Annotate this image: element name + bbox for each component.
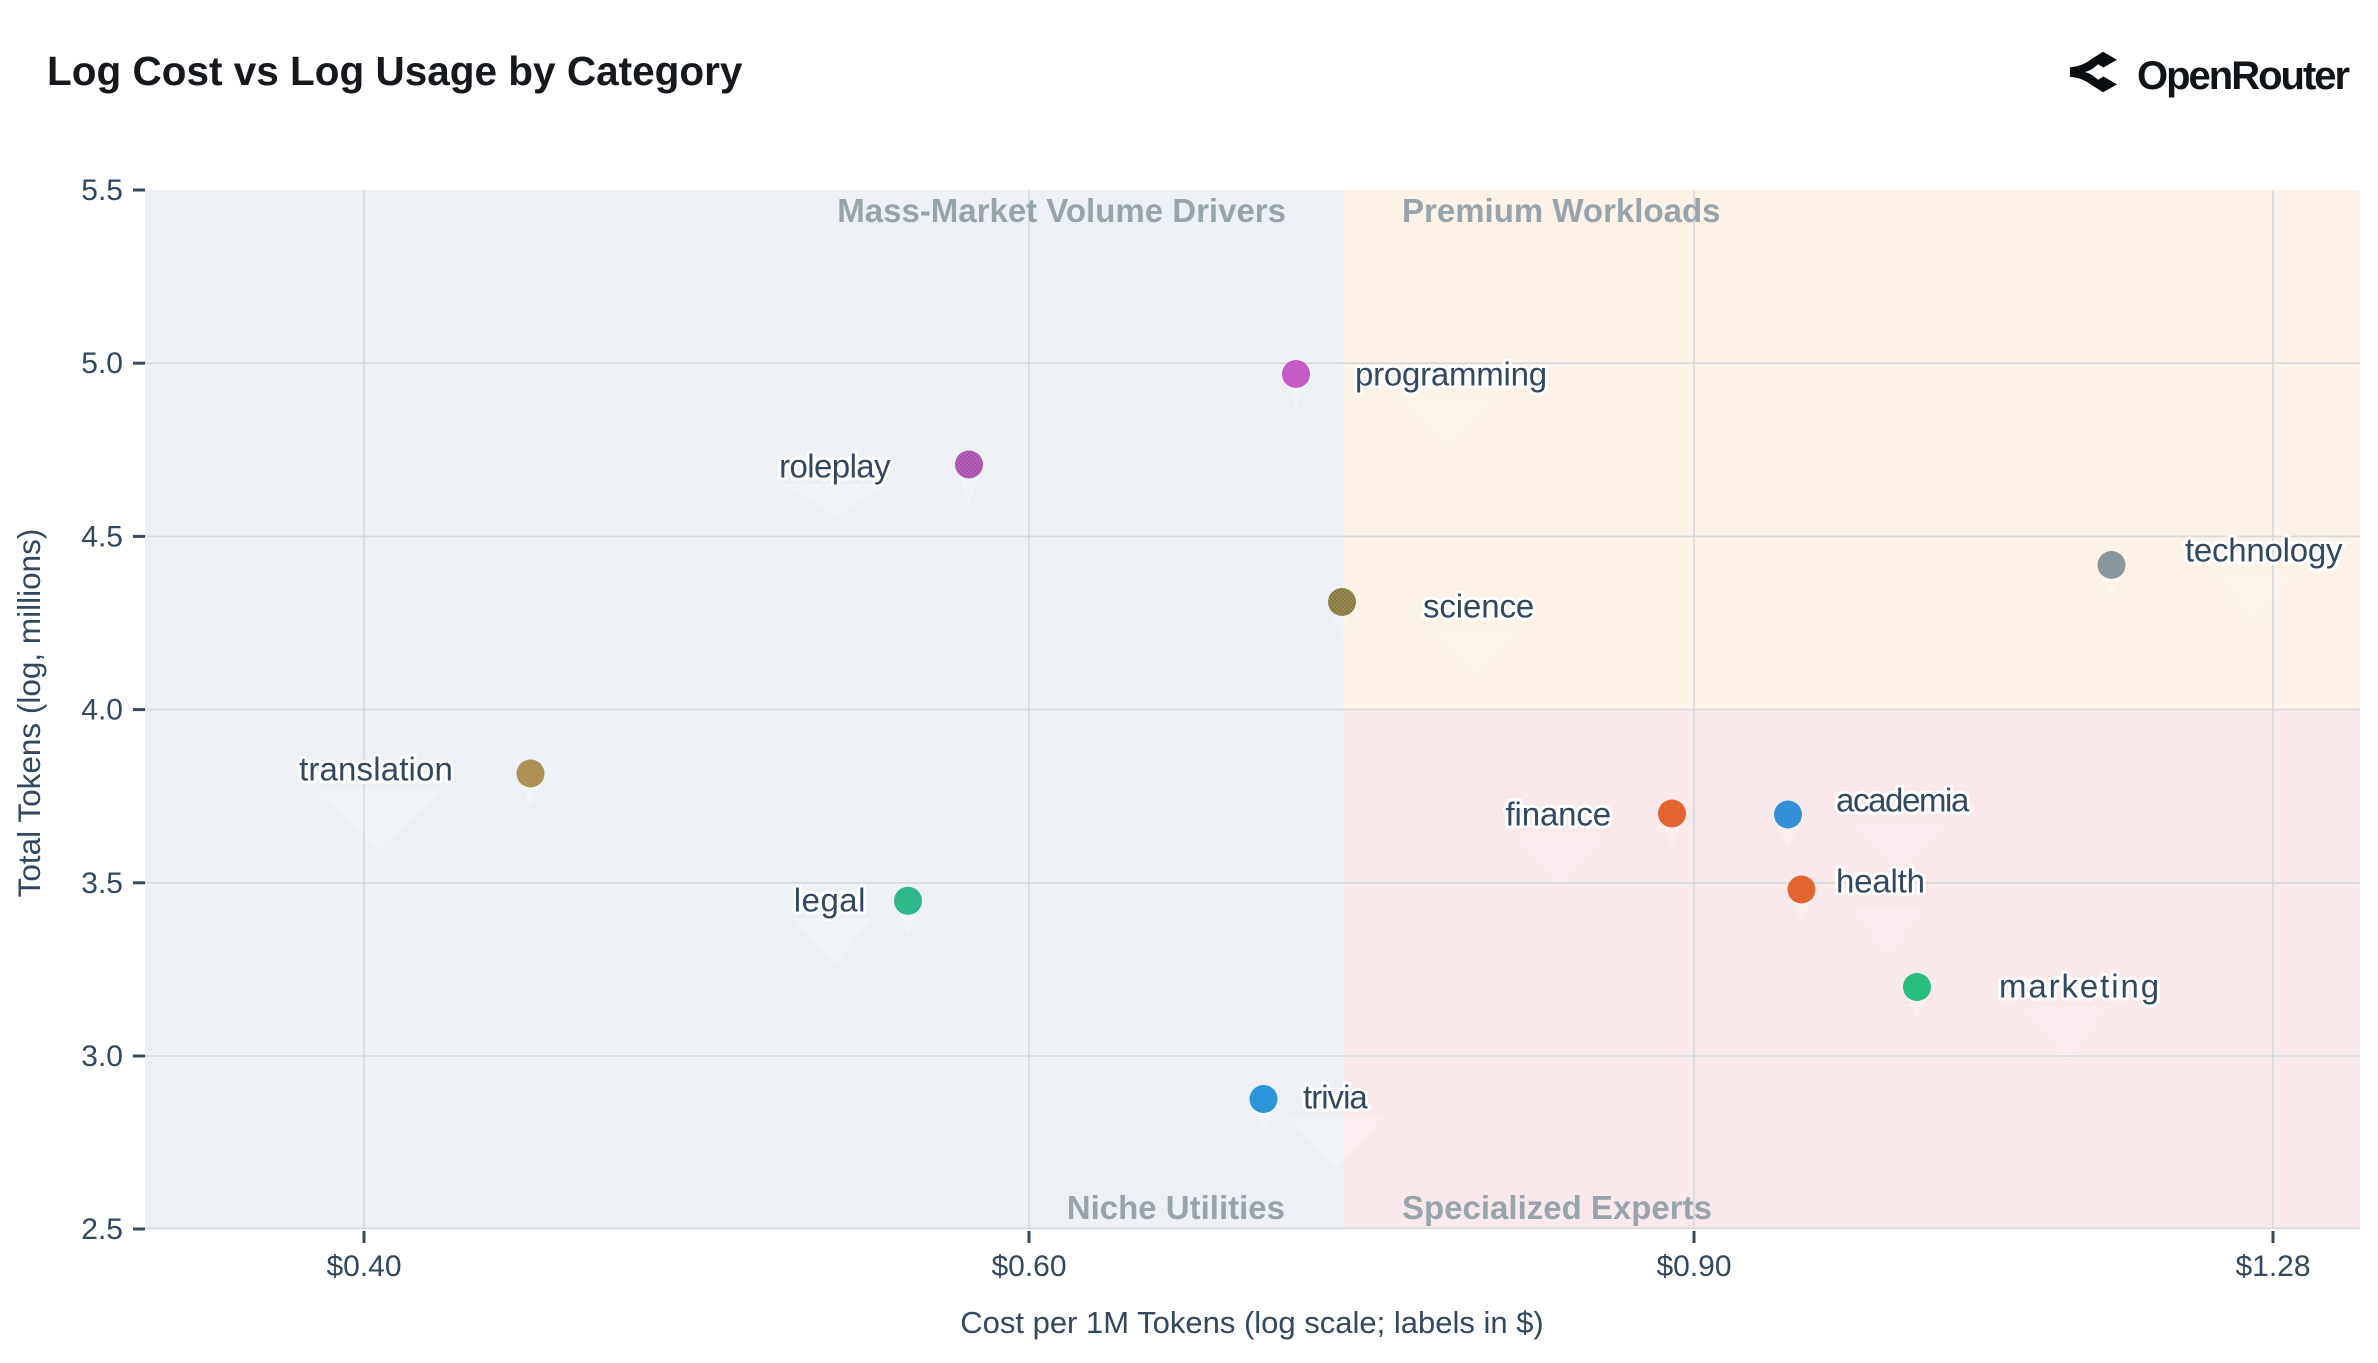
svg-text:health: health (1836, 863, 1925, 900)
svg-text:$0.90: $0.90 (1656, 1250, 1731, 1283)
svg-text:Specialized Experts: Specialized Experts (1402, 1189, 1712, 1226)
svg-text:Cost per 1M Tokens (log scale;: Cost per 1M Tokens (log scale; labels in… (960, 1305, 1544, 1340)
svg-text:5.0: 5.0 (81, 347, 123, 380)
svg-text:OpenRouter: OpenRouter (2137, 54, 2350, 98)
svg-text:4.5: 4.5 (81, 520, 123, 553)
svg-text:$1.28: $1.28 (2235, 1250, 2310, 1283)
svg-text:academia: academia (1836, 782, 1970, 819)
svg-text:programming: programming (1355, 356, 1547, 393)
svg-text:marketing: marketing (1999, 968, 2161, 1005)
svg-text:Niche Utilities: Niche Utilities (1067, 1189, 1285, 1226)
svg-text:science: science (1423, 588, 1534, 625)
svg-text:Premium Workloads: Premium Workloads (1402, 192, 1720, 229)
svg-text:technology: technology (2185, 532, 2343, 569)
svg-text:Total Tokens (log, millions): Total Tokens (log, millions) (11, 529, 47, 898)
svg-text:2.5: 2.5 (81, 1213, 123, 1246)
svg-text:4.0: 4.0 (81, 694, 123, 727)
svg-text:3.5: 3.5 (81, 867, 123, 900)
svg-text:3.0: 3.0 (81, 1040, 123, 1073)
svg-text:roleplay: roleplay (779, 448, 891, 485)
svg-text:finance: finance (1505, 796, 1611, 833)
svg-text:$0.60: $0.60 (991, 1250, 1066, 1283)
svg-text:Mass-Market Volume Drivers: Mass-Market Volume Drivers (837, 192, 1286, 229)
svg-text:$0.40: $0.40 (326, 1250, 401, 1283)
svg-text:Log Cost vs Log Usage by Categ: Log Cost vs Log Usage by Category (47, 48, 743, 94)
svg-text:5.5: 5.5 (81, 174, 123, 207)
svg-text:legal: legal (794, 882, 866, 919)
svg-text:trivia: trivia (1303, 1079, 1368, 1116)
svg-text:translation: translation (299, 751, 453, 788)
